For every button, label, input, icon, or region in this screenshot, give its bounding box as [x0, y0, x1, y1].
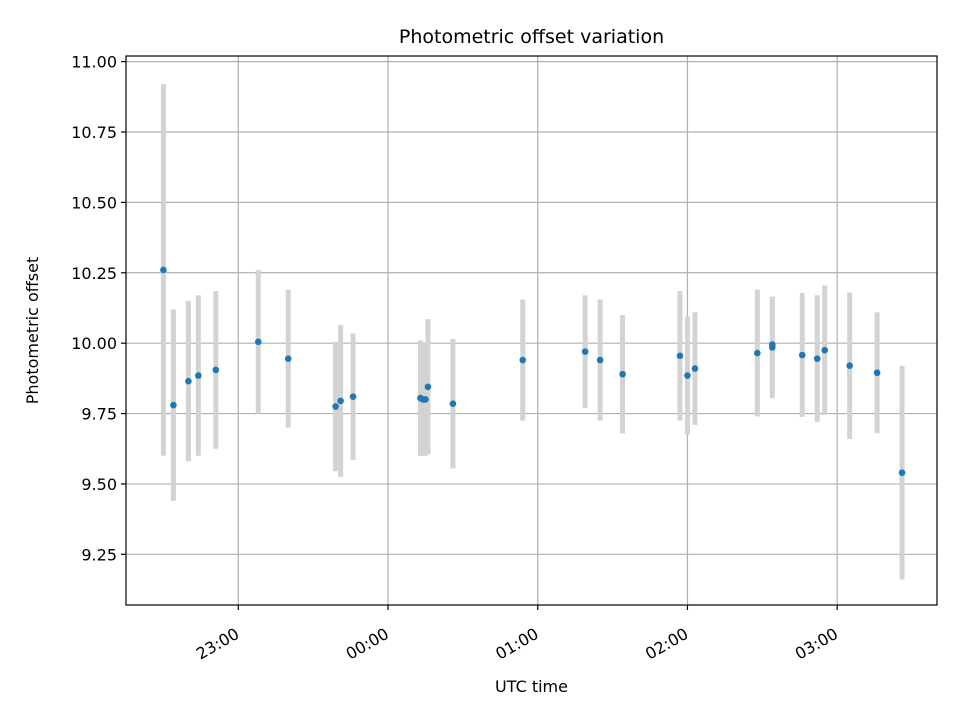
data-point [424, 383, 432, 391]
data-point [581, 348, 589, 355]
data-point [676, 352, 684, 360]
data-point [813, 355, 821, 362]
data-point [449, 400, 457, 408]
y-tick-label: 11.00 [71, 53, 117, 72]
data-point [332, 403, 339, 410]
x-axis-title: UTC time [495, 677, 568, 696]
data-point [195, 372, 202, 379]
data-point [160, 266, 167, 274]
chart-title: Photometric offset variation [399, 26, 664, 48]
y-axis-title: Photometric offset [23, 257, 42, 405]
data-point [519, 356, 527, 364]
data-point [873, 369, 881, 377]
data-point [422, 396, 429, 403]
data-point [898, 469, 906, 476]
data-point [254, 338, 262, 346]
y-tick-label: 9.50 [81, 475, 117, 494]
data-point [170, 401, 177, 409]
data-point [691, 365, 699, 372]
data-point [212, 366, 220, 374]
data-point [596, 356, 604, 364]
y-tick-label: 9.25 [81, 545, 117, 564]
data-point [619, 370, 626, 378]
data-point [185, 377, 192, 385]
y-tick-label: 10.50 [71, 193, 117, 212]
data-point [684, 372, 691, 379]
plot-area-frame [125, 55, 938, 606]
data-point [769, 341, 776, 348]
y-tick-label: 10.25 [71, 264, 117, 283]
y-tick-label: 9.75 [81, 405, 117, 424]
data-point [337, 397, 344, 405]
data-point [754, 349, 761, 357]
data-point [846, 362, 853, 369]
data-points [160, 266, 906, 476]
y-axis-ticks: 9.25 9.50 9.75 10.00 10.25 10.50 10.75 11.00 [71, 53, 126, 564]
data-point [349, 393, 357, 400]
y-tick-label: 10.75 [71, 123, 117, 142]
y-tick-label: 10.00 [71, 334, 117, 353]
data-point [798, 351, 806, 359]
data-point [821, 346, 829, 354]
data-point [284, 355, 292, 362]
